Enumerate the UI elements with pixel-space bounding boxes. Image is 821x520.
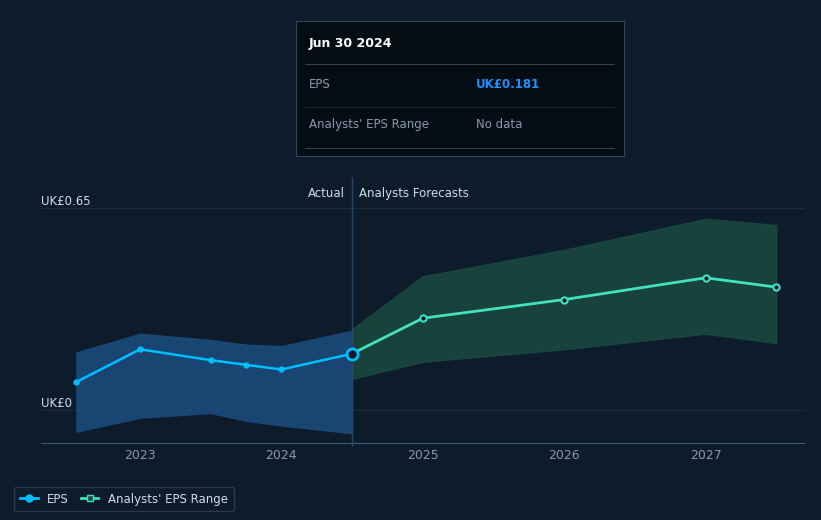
Text: UK£0.181: UK£0.181	[476, 77, 540, 90]
Text: EPS: EPS	[309, 77, 330, 90]
Text: UK£0: UK£0	[41, 397, 72, 410]
Text: 2023: 2023	[124, 449, 156, 462]
Text: 2024: 2024	[266, 449, 297, 462]
Text: 2027: 2027	[690, 449, 722, 462]
Text: Actual: Actual	[308, 187, 345, 200]
Text: Analysts Forecasts: Analysts Forecasts	[359, 187, 469, 200]
Text: Analysts' EPS Range: Analysts' EPS Range	[309, 118, 429, 131]
Text: UK£0.65: UK£0.65	[41, 195, 90, 208]
Text: Jun 30 2024: Jun 30 2024	[309, 37, 392, 50]
Legend: EPS, Analysts' EPS Range: EPS, Analysts' EPS Range	[14, 487, 234, 512]
Text: 2026: 2026	[548, 449, 580, 462]
Text: 2025: 2025	[407, 449, 438, 462]
Text: No data: No data	[476, 118, 522, 131]
